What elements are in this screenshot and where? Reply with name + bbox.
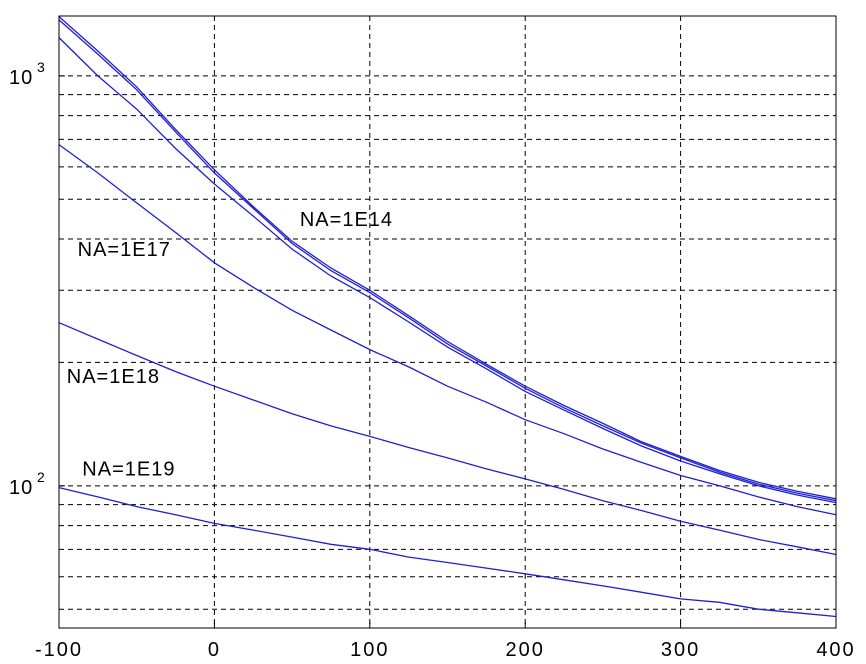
y-tick-label: 10	[9, 67, 33, 89]
series-line-3	[58, 37, 837, 504]
y-tick-exponent: 2	[37, 469, 45, 485]
curve-label: NA=1E19	[82, 458, 175, 480]
curve-annotations: NA=1E14 NA=1E17 NA=1E18 NA=1E19	[67, 209, 393, 480]
x-tick-label: 0	[208, 639, 221, 661]
x-tick-label: 100	[350, 639, 389, 661]
x-tick-label: 400	[816, 639, 855, 661]
y-tick-exponent: 3	[37, 59, 45, 75]
curve-label: NA=1E14	[300, 209, 393, 231]
x-axis-ticks: -100 0 100 200 300 400	[35, 622, 855, 661]
series-line-6	[58, 486, 837, 618]
series-lines	[58, 16, 837, 618]
series-line-2	[58, 19, 837, 502]
series-line-1	[58, 16, 837, 500]
grid-lines	[59, 16, 836, 628]
curve-label: NA=1E17	[78, 239, 171, 261]
series-line-5	[58, 322, 837, 556]
curve-label: NA=1E18	[67, 366, 160, 388]
x-tick-label: -100	[35, 639, 83, 661]
x-tick-label: 200	[506, 639, 545, 661]
plot-area-frame	[58, 15, 837, 629]
y-tick-label: 10	[9, 477, 33, 499]
series-line-4	[58, 144, 837, 516]
x-tick-label: 300	[661, 639, 700, 661]
